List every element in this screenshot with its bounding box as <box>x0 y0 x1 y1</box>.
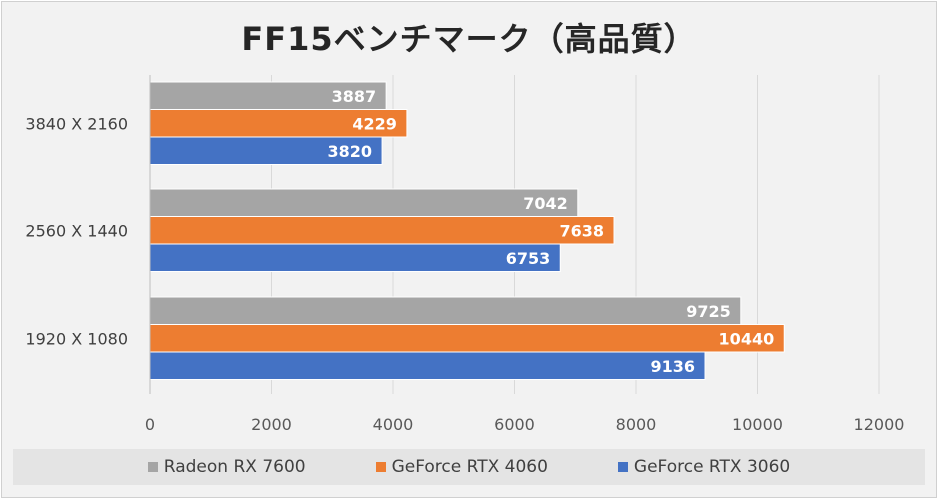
data-label: 7638 <box>559 221 604 240</box>
x-tick-label: 0 <box>145 415 155 434</box>
legend-label: GeForce RTX 3060 <box>633 457 791 477</box>
legend-item-radeon-rx-7600: Radeon RX 7600 <box>147 457 306 477</box>
x-tick-label: 4000 <box>373 415 414 434</box>
bar <box>149 216 615 245</box>
bar <box>149 243 561 272</box>
legend-background <box>13 449 925 485</box>
data-label: 4229 <box>352 114 397 133</box>
bar <box>149 324 785 353</box>
bar <box>149 296 742 325</box>
legend: Radeon RX 7600 GeForce RTX 4060 GeForce … <box>0 449 938 485</box>
legend-swatch-icon <box>617 462 628 472</box>
data-label: 10440 <box>719 329 775 348</box>
x-tick-label: 8000 <box>616 415 657 434</box>
data-label: 7042 <box>523 194 568 213</box>
chart-title: FF15ベンチマーク（高品質） <box>241 20 697 58</box>
y-category-label: 1920 X 1080 <box>25 329 128 348</box>
legend-item-geforce-rtx-4060: GeForce RTX 4060 <box>375 457 548 477</box>
data-label: 3887 <box>332 87 377 106</box>
y-category-label: 2560 X 1440 <box>25 221 128 240</box>
bar <box>149 351 706 380</box>
x-tick-label: 12000 <box>854 415 905 434</box>
legend-swatch-icon <box>375 462 386 472</box>
bar <box>149 136 383 165</box>
bar <box>149 188 579 217</box>
data-label: 9725 <box>686 302 731 321</box>
data-label: 9136 <box>650 357 695 376</box>
x-tick-label: 10000 <box>732 415 783 434</box>
data-label: 6753 <box>506 249 551 268</box>
x-tick-label: 6000 <box>494 415 535 434</box>
legend-swatch-icon <box>147 462 158 472</box>
x-tick-label: 2000 <box>251 415 292 434</box>
legend-label: Radeon RX 7600 <box>163 457 306 477</box>
legend-item-geforce-rtx-3060: GeForce RTX 3060 <box>617 457 791 477</box>
legend-label: GeForce RTX 4060 <box>391 457 548 477</box>
y-category-label: 3840 X 2160 <box>25 114 128 133</box>
data-label: 3820 <box>328 142 373 161</box>
